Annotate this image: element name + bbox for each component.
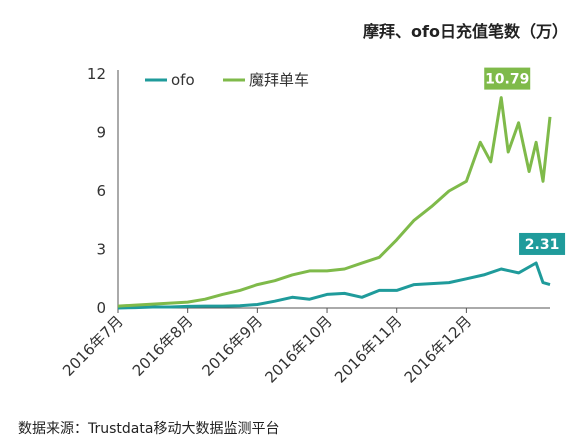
callout-label-0: 2.31: [525, 237, 560, 253]
x-tick-label: 2016年11月: [331, 312, 405, 386]
callout-box-1: [484, 67, 531, 90]
x-tick-label: 2016年7月: [59, 312, 127, 380]
series-line-1: [117, 96, 552, 308]
legend-label-0: ofo: [171, 71, 195, 89]
x-tick-label: 2016年12月: [401, 312, 475, 386]
callout-label-1: 10.79: [485, 72, 529, 88]
y-tick-label: 12: [87, 65, 106, 83]
source-note: 数据来源：Trustdata移动大数据监测平台: [18, 421, 280, 437]
y-tick-label: 6: [96, 182, 106, 200]
callout-box-0: [519, 232, 566, 255]
x-tick-label: 2016年8月: [129, 312, 197, 380]
y-tick-label: 0: [96, 299, 106, 317]
chart-title: 摩拜、ofo日充值笔数（万）: [363, 22, 568, 41]
x-tick-label: 2016年10月: [261, 312, 335, 386]
legend-label-1: 魔拜单车: [249, 71, 309, 89]
x-tick-label: 2016年9月: [198, 312, 266, 380]
series-line-0: [117, 261, 551, 310]
y-tick-label: 9: [96, 124, 106, 142]
y-tick-label: 3: [96, 241, 106, 259]
